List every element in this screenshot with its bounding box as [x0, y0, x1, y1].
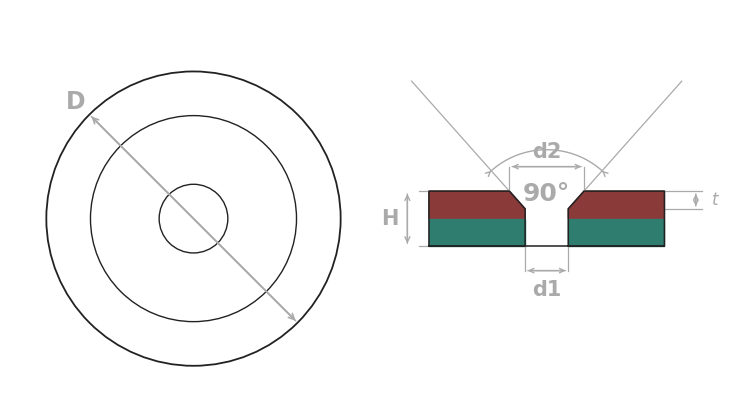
- Polygon shape: [429, 219, 525, 246]
- Text: d2: d2: [532, 142, 562, 162]
- Text: D: D: [66, 90, 86, 114]
- Text: t: t: [712, 191, 718, 209]
- Polygon shape: [429, 191, 525, 219]
- Polygon shape: [568, 219, 664, 246]
- Polygon shape: [568, 191, 664, 219]
- Text: 90°: 90°: [523, 182, 571, 206]
- Text: H: H: [381, 209, 398, 228]
- Text: d1: d1: [532, 280, 562, 300]
